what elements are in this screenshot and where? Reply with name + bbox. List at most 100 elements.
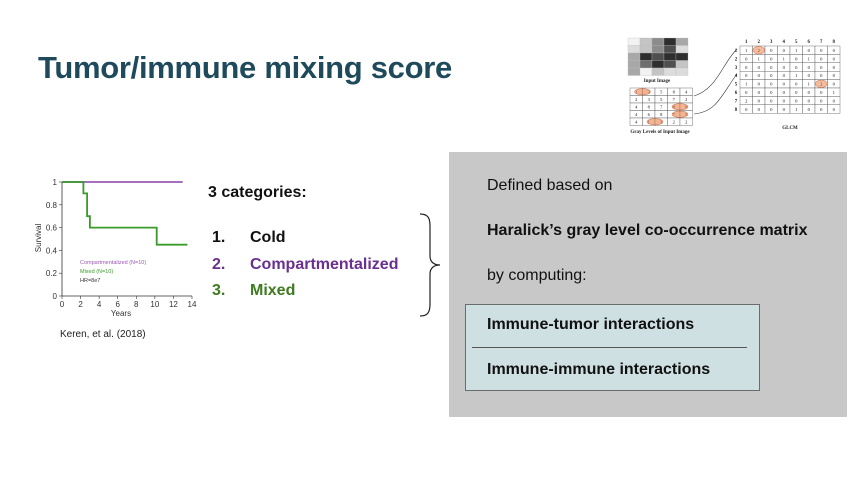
glcm-row-header: 8 — [735, 108, 738, 113]
gray-cell-value: 7 — [673, 97, 676, 102]
glcm-cell-value: 0 — [820, 73, 823, 78]
gray-cell-value: 5 — [660, 97, 663, 102]
gray-cell-value: 3 — [648, 97, 651, 102]
glcm-cell-value: 0 — [795, 90, 798, 95]
category-mixed: 3. Mixed — [212, 282, 398, 309]
glcm-col-header: 2 — [758, 40, 761, 45]
legend-mixed: Mixed (N=10) — [80, 269, 113, 275]
input-pixel — [663, 45, 677, 54]
x-tick-label: 14 — [188, 300, 197, 309]
glcm-cell-value: 0 — [770, 98, 773, 103]
gray-cell-value: 5 — [660, 89, 663, 94]
gray-cell-value: 2 — [685, 97, 687, 102]
glcm-cell-value: 1 — [783, 56, 786, 61]
glcm-col-header: 7 — [820, 40, 823, 45]
glcm-cell-value: 0 — [758, 82, 761, 87]
glcm-row-header: 4 — [735, 74, 738, 79]
input-pixel — [651, 52, 665, 61]
input-pixel — [663, 52, 677, 61]
input-pixel — [651, 45, 665, 54]
glcm-col-header: 6 — [808, 40, 811, 45]
interactions-box: Immune-tumor interactions Immune-immune … — [465, 304, 760, 391]
x-tick-label: 10 — [150, 300, 159, 309]
mapping-arrow — [693, 48, 738, 97]
gray-cell-value: 4 — [635, 112, 638, 117]
glcm-cell-value: 0 — [770, 65, 773, 70]
glcm-row-header: 1 — [735, 49, 738, 54]
glcm-cell-value: 0 — [808, 73, 811, 78]
category-number: 2. — [212, 255, 226, 273]
glcm-cell-value: 0 — [833, 73, 836, 78]
input-pixel — [675, 67, 689, 76]
glcm-row-header: 2 — [735, 57, 738, 62]
glcm-cell-value: 0 — [833, 107, 836, 112]
input-pixel — [675, 37, 689, 46]
glcm-cell-value: 0 — [820, 65, 823, 70]
gray-cell — [679, 117, 693, 126]
glcm-cell-value: 1 — [795, 48, 798, 53]
mapping-arrow — [693, 73, 738, 115]
legend-compartmentalized: Compartmentalized (N=10) — [80, 260, 146, 266]
glcm-cell-value: 0 — [745, 107, 748, 112]
gray-cell-value: 4 — [635, 104, 638, 109]
panel-method: Haralick’s gray level co-occurrence matr… — [487, 222, 808, 239]
glcm-cell-value: 1 — [758, 56, 761, 61]
input-pixel — [675, 60, 689, 69]
glcm-matrix: 1 1 2 2 3 3 4 4 5 5 6 6 7 7 8 8 1 2 0 0 1 0 0 0 0 1 0 1 0 1 0 0 0 0 0 0 0 0 0 0… — [735, 40, 841, 114]
input-pixel — [651, 67, 665, 76]
glcm-cell-value: 0 — [808, 65, 811, 70]
glcm-label: GLCM — [782, 126, 798, 131]
glcm-cell-value: 0 — [820, 48, 823, 53]
glcm-cell-value: 2 — [745, 98, 748, 103]
glcm-cell-value: 0 — [820, 98, 823, 103]
gray-cell-value: 8 — [673, 89, 676, 94]
pair-highlight — [671, 103, 689, 111]
interaction-immune-immune: Immune-immune interactions — [487, 361, 711, 378]
glcm-cell-value: 1 — [808, 82, 811, 87]
glcm-row-header: 6 — [735, 91, 738, 96]
y-tick-label: 0.6 — [46, 224, 58, 233]
survival-chart: 0 2 4 6 8 10 12 14 0 0.2 0.4 0.6 0.8 1 Survival Years… — [34, 178, 197, 318]
input-pixel — [627, 60, 641, 69]
pair-highlight — [671, 110, 689, 118]
glcm-cell-value: 0 — [770, 107, 773, 112]
y-tick-label: 0 — [53, 292, 58, 301]
category-label: Cold — [250, 229, 286, 246]
glcm-cell-value: 0 — [758, 90, 761, 95]
glcm-cell-value: 0 — [783, 107, 786, 112]
slide-title: Tumor/immune mixing score — [38, 50, 452, 85]
input-pixel — [675, 52, 689, 61]
glcm-cell-value: 0 — [770, 56, 773, 61]
glcm-cell — [827, 104, 841, 114]
input-image-label: Input Image — [644, 79, 671, 84]
curly-brace — [419, 213, 441, 317]
pair-highlight — [646, 118, 664, 126]
input-pixel — [663, 67, 677, 76]
glcm-cell-value: 1 — [833, 90, 836, 95]
gray-cell-value: 2 — [685, 119, 687, 124]
glcm-cell-value: 0 — [745, 90, 748, 95]
glcm-cell-value: 0 — [783, 90, 786, 95]
gray-cell-value: 2 — [673, 119, 675, 124]
glcm-row-header: 3 — [735, 66, 738, 71]
x-tick-label: 0 — [60, 300, 65, 309]
input-pixel — [639, 45, 653, 54]
glcm-cell-value: 0 — [783, 73, 786, 78]
definition-panel: Defined based on Haralick’s gray level c… — [449, 152, 847, 417]
glcm-cell-value: 0 — [758, 98, 761, 103]
y-tick-label: 0.8 — [46, 201, 58, 210]
glcm-cell-value: 0 — [808, 48, 811, 53]
gray-cell-value: 6 — [648, 112, 651, 117]
glcm-cell-value: 0 — [795, 65, 798, 70]
input-pixel — [627, 37, 641, 46]
glcm-cell-value: 0 — [808, 90, 811, 95]
glcm-col-header: 1 — [745, 40, 748, 45]
input-image-grid — [627, 37, 689, 76]
input-pixel — [651, 37, 665, 46]
glcm-cell-value: 0 — [808, 98, 811, 103]
input-pixel — [663, 37, 677, 46]
gray-levels-grid: 1358423572487884687341322 — [629, 87, 693, 126]
glcm-cell-value: 1 — [808, 56, 811, 61]
category-label: Mixed — [250, 282, 296, 299]
glcm-cell-value: 0 — [833, 65, 836, 70]
